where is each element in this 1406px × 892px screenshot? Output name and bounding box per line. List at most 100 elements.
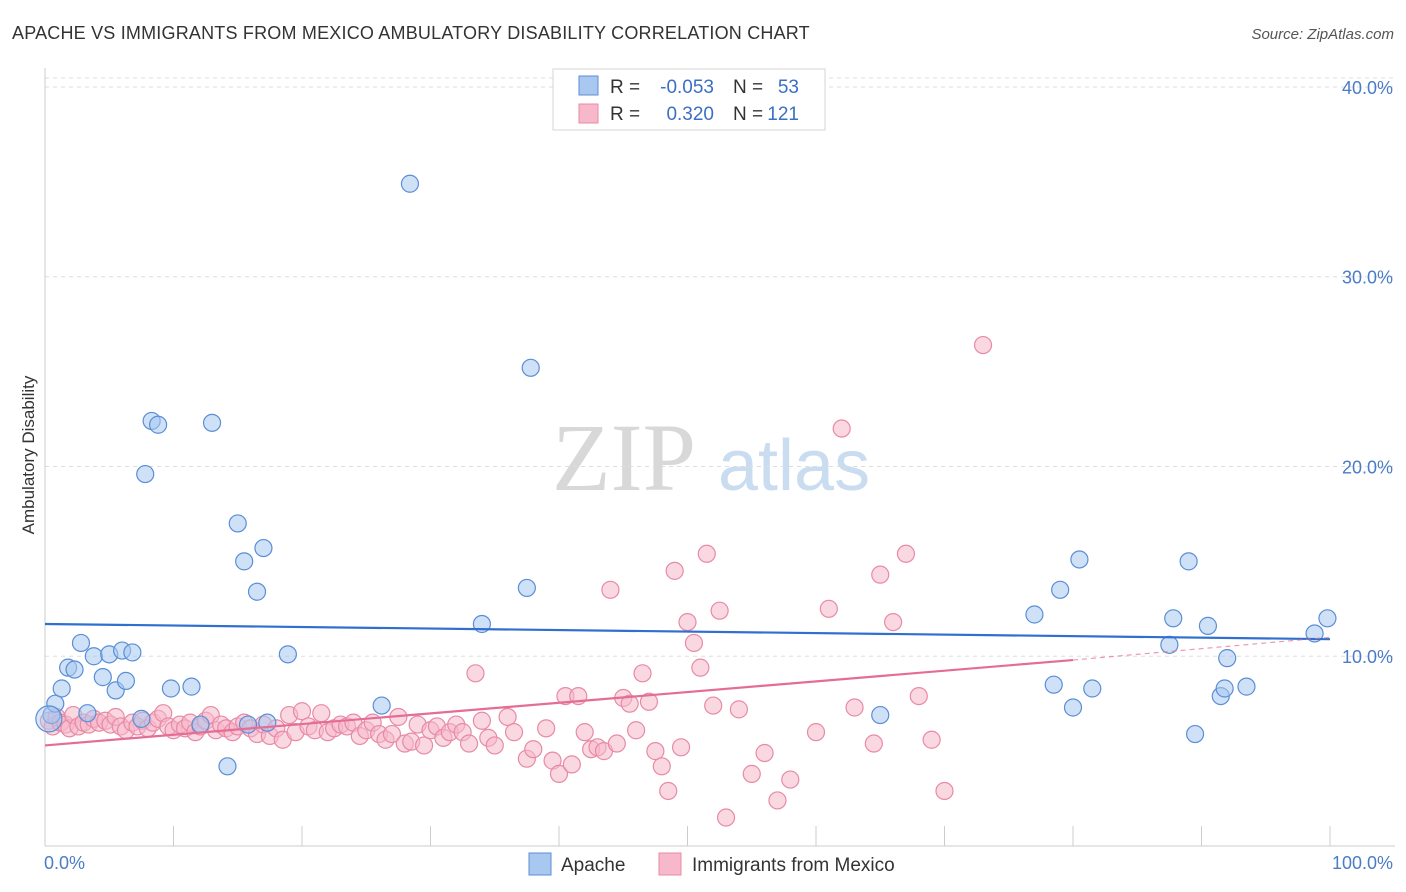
chart-source: Source: ZipAtlas.com	[1251, 26, 1394, 43]
apache-point-39	[1063, 698, 1083, 717]
x-tick-label-min: 0.0%	[44, 853, 85, 873]
mexico-point-77	[485, 736, 504, 755]
apache-point-17	[148, 415, 168, 434]
apache-point-34	[521, 358, 540, 377]
mexico-point-105	[684, 633, 704, 653]
apache-point-30	[372, 696, 391, 715]
apache-point-33	[517, 578, 536, 598]
legend-r-value-apache: -0.053	[660, 77, 714, 98]
y-axis-label: Ambulatory Disability	[19, 375, 38, 534]
legend-n-label-mexico: N =	[733, 104, 763, 125]
apache-point-22	[218, 757, 237, 776]
mexico-point-75	[472, 711, 491, 730]
mexico-point-126	[935, 781, 954, 801]
mexico-point-100	[652, 757, 671, 776]
mexico-point-107	[697, 544, 716, 563]
mexico-point-110	[716, 808, 736, 827]
trendline-apache	[44, 622, 1331, 641]
mexico-point-103	[671, 738, 691, 757]
apache-point-37	[1044, 675, 1063, 694]
mexico-point-117	[819, 599, 838, 618]
mexico-point-108	[704, 696, 723, 715]
apache-point-1	[46, 694, 65, 713]
mexico-point-115	[781, 770, 800, 789]
apache-point-5	[71, 633, 91, 653]
legend-r-label-mexico: R =	[610, 104, 640, 125]
y-tick-label-10: 10.0%	[1342, 647, 1393, 667]
apache-point-52	[1318, 609, 1337, 628]
legend-n-value-apache: 53	[778, 77, 799, 98]
apache-point-44	[1179, 552, 1198, 571]
y-tick-label-20: 20.0%	[1342, 457, 1393, 477]
trendline-mexico-extension	[1072, 636, 1331, 661]
apache-point-21	[202, 413, 222, 432]
mexico-point-109	[710, 601, 729, 620]
y-axis-tick-labels: 10.0% 20.0% 30.0% 40.0%	[1342, 78, 1393, 667]
chart-title: APACHE VS IMMIGRANTS FROM MEXICO AMBULAT…	[12, 23, 810, 43]
apache-point-41	[1083, 679, 1102, 698]
legend-r-label-apache: R =	[610, 77, 640, 98]
apache-point-36	[1025, 605, 1044, 624]
mexico-point-88	[575, 723, 594, 742]
mexico-point-73	[459, 734, 479, 753]
mexico-point-95	[620, 694, 639, 713]
series-immigrants-from-mexico	[39, 335, 993, 827]
mexico-point-81	[524, 740, 543, 759]
mexico-point-112	[742, 764, 761, 783]
mexico-point-120	[864, 734, 883, 753]
apache-point-12	[116, 671, 136, 691]
legend-swatch-apache	[578, 75, 599, 96]
mexico-point-74	[466, 664, 485, 683]
mexico-point-114	[768, 791, 787, 810]
mexico-point-121	[871, 565, 890, 584]
mexico-point-98	[639, 692, 659, 711]
apache-point-49	[1218, 649, 1237, 668]
mexico-point-122	[883, 612, 903, 632]
mexico-point-106	[691, 658, 710, 677]
bottom-legend-label-mexico: Immigrants from Mexico	[692, 855, 895, 876]
mexico-point-84	[549, 764, 569, 783]
trendline-mexico	[44, 658, 1074, 747]
apache-point-28	[258, 713, 277, 732]
mexico-point-96	[626, 721, 646, 740]
apache-point-50	[1237, 677, 1256, 696]
mexico-point-47	[292, 702, 312, 721]
legend-n-value-mexico: 121	[767, 104, 799, 125]
mexico-point-111	[729, 700, 749, 719]
x-axis-ticks	[44, 826, 1331, 846]
apache-point-6	[78, 704, 97, 723]
apache-point-46	[1198, 616, 1218, 635]
apache-point-14	[132, 709, 151, 728]
mexico-point-104	[678, 612, 697, 632]
mexico-point-93	[607, 734, 626, 753]
mexico-point-101	[659, 781, 678, 801]
apache-point-23	[228, 514, 247, 533]
apache-point-31	[400, 174, 420, 193]
mexico-point-124	[909, 686, 928, 706]
series-apache	[35, 174, 1337, 776]
apache-point-35	[871, 705, 890, 725]
series-legend: Apache Immigrants from Mexico	[528, 852, 895, 876]
mexico-point-102	[665, 561, 684, 580]
apache-point-24	[235, 552, 254, 571]
mexico-point-79	[504, 723, 524, 742]
mexico-point-113	[755, 743, 774, 763]
mexico-point-61	[382, 724, 402, 744]
apache-point-8	[93, 668, 112, 687]
mexico-point-66	[414, 736, 434, 755]
apache-point-27	[254, 538, 273, 558]
mexico-point-127	[973, 335, 993, 355]
legend-r-value-mexico: 0.320	[666, 104, 714, 125]
mexico-point-82	[537, 719, 556, 738]
apache-point-43	[1164, 609, 1183, 628]
apache-point-4	[65, 660, 84, 679]
apache-point-38	[1051, 580, 1070, 599]
apache-point-7	[84, 647, 103, 666]
y-tick-label-30: 30.0%	[1342, 268, 1393, 288]
apache-point-25	[238, 715, 258, 734]
apache-point-19	[182, 677, 201, 696]
bottom-legend-swatch-mexico	[658, 852, 682, 876]
mexico-point-97	[633, 664, 652, 683]
trendlines	[44, 622, 1331, 747]
